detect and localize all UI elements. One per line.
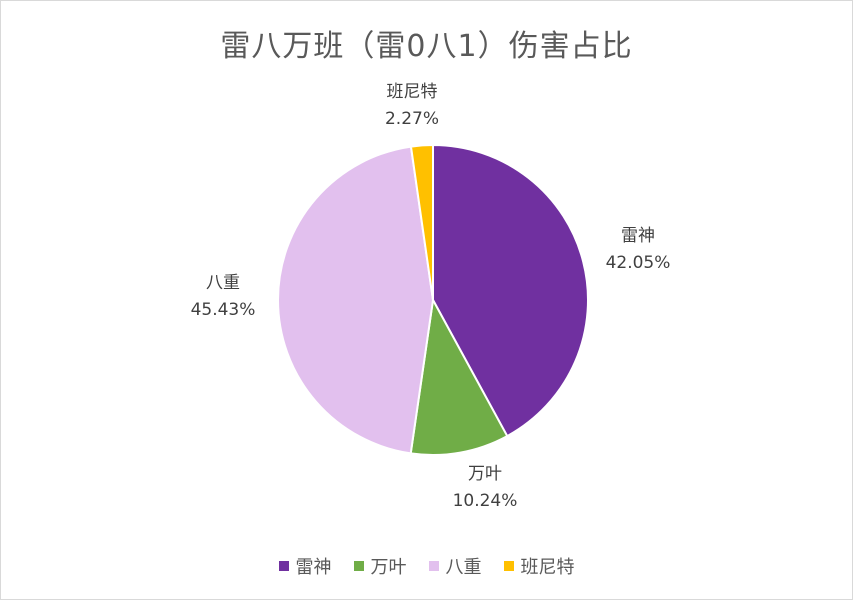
legend: 雷神 万叶 八重 班尼特 (1, 553, 852, 579)
legend-item-3: 八重 (428, 553, 482, 579)
legend-label: 雷神 (295, 557, 332, 578)
slice-category-label: 班尼特 (387, 82, 438, 102)
slice-category-label: 八重 (206, 273, 240, 293)
legend-item-1: 雷神 (278, 553, 332, 579)
legend-label: 万叶 (370, 557, 407, 578)
pie-slice-4 (409, 143, 434, 301)
pie-slices (277, 143, 589, 456)
legend-swatch (353, 561, 364, 571)
slice-percent-label: 45.43% (191, 300, 256, 320)
pie-slice-3 (277, 145, 435, 455)
legend-swatch (278, 561, 289, 571)
legend-item-2: 万叶 (353, 553, 407, 579)
legend-label: 班尼特 (520, 557, 575, 578)
legend-item-4: 班尼特 (503, 553, 575, 579)
slice-percent-label: 42.05% (606, 253, 671, 273)
chart-title: 雷八万班（雷0八1）伤害占比 (220, 29, 633, 64)
slice-category-label: 雷神 (621, 226, 655, 246)
slice-category-label: 万叶 (468, 464, 502, 484)
pie-slice-2 (409, 296, 509, 456)
pie-labels: 雷神 42.05% 万叶 10.24% 八重 45.43% 班尼特 2.27% (191, 82, 671, 511)
legend-swatch (428, 561, 439, 571)
legend-swatch (503, 561, 514, 571)
pie-slice-1 (432, 143, 589, 438)
slice-percent-label: 2.27% (385, 109, 439, 129)
legend-label: 八重 (445, 557, 482, 578)
slice-percent-label: 10.24% (453, 491, 518, 511)
